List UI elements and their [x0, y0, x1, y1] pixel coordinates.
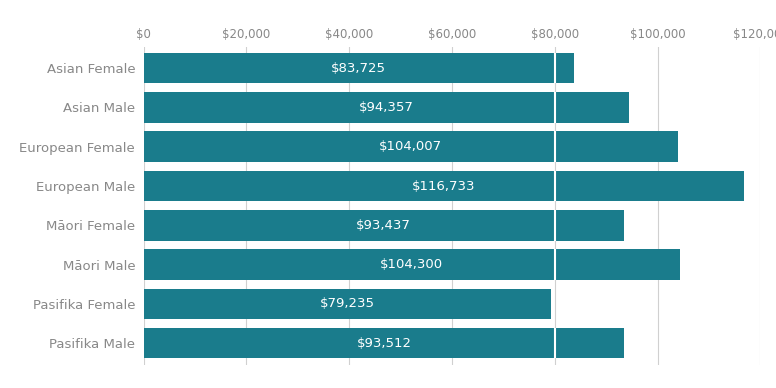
- Bar: [144, 92, 629, 123]
- Bar: [144, 289, 551, 319]
- Bar: [144, 171, 743, 201]
- Text: $94,357: $94,357: [359, 101, 414, 114]
- Text: $93,437: $93,437: [356, 219, 411, 232]
- Text: $93,512: $93,512: [356, 337, 411, 350]
- Text: $79,235: $79,235: [320, 297, 375, 310]
- Text: $83,725: $83,725: [331, 62, 386, 74]
- Bar: [144, 210, 624, 241]
- Text: $116,733: $116,733: [412, 180, 476, 192]
- Bar: [144, 249, 680, 280]
- Bar: [144, 132, 678, 162]
- Bar: [144, 53, 574, 83]
- Text: $104,007: $104,007: [379, 140, 442, 153]
- Text: $104,300: $104,300: [380, 258, 443, 271]
- Bar: [144, 328, 625, 359]
